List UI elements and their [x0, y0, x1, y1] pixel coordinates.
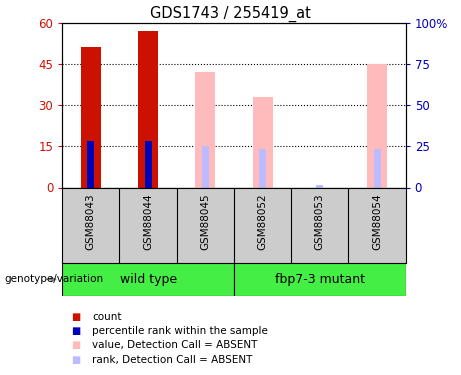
Text: GDS1743 / 255419_at: GDS1743 / 255419_at: [150, 6, 311, 22]
Bar: [367, 64, 387, 188]
Text: ■: ■: [71, 312, 81, 322]
FancyBboxPatch shape: [62, 262, 234, 296]
Text: GSM88054: GSM88054: [372, 194, 382, 250]
Text: GSM88052: GSM88052: [258, 194, 267, 250]
Bar: [259, 149, 266, 188]
FancyBboxPatch shape: [234, 262, 406, 296]
Text: value, Detection Call = ABSENT: value, Detection Call = ABSENT: [92, 340, 258, 350]
Text: genotype/variation: genotype/variation: [5, 274, 104, 284]
Bar: [253, 97, 272, 188]
Text: ■: ■: [71, 340, 81, 350]
Bar: [202, 146, 209, 188]
Bar: [81, 47, 101, 188]
Bar: [316, 185, 323, 188]
Bar: [195, 72, 215, 188]
Bar: [145, 141, 152, 188]
Bar: [138, 31, 158, 188]
Text: rank, Detection Call = ABSENT: rank, Detection Call = ABSENT: [92, 355, 253, 364]
Text: percentile rank within the sample: percentile rank within the sample: [92, 326, 268, 336]
Text: fbp7-3 mutant: fbp7-3 mutant: [275, 273, 365, 286]
Text: count: count: [92, 312, 122, 322]
Text: ■: ■: [71, 326, 81, 336]
Bar: [373, 149, 381, 188]
Text: GSM88053: GSM88053: [315, 194, 325, 250]
Text: GSM88045: GSM88045: [201, 194, 210, 250]
Text: GSM88044: GSM88044: [143, 194, 153, 250]
Text: wild type: wild type: [119, 273, 177, 286]
Text: GSM88043: GSM88043: [86, 194, 96, 250]
Bar: [87, 141, 95, 188]
Text: ■: ■: [71, 355, 81, 364]
